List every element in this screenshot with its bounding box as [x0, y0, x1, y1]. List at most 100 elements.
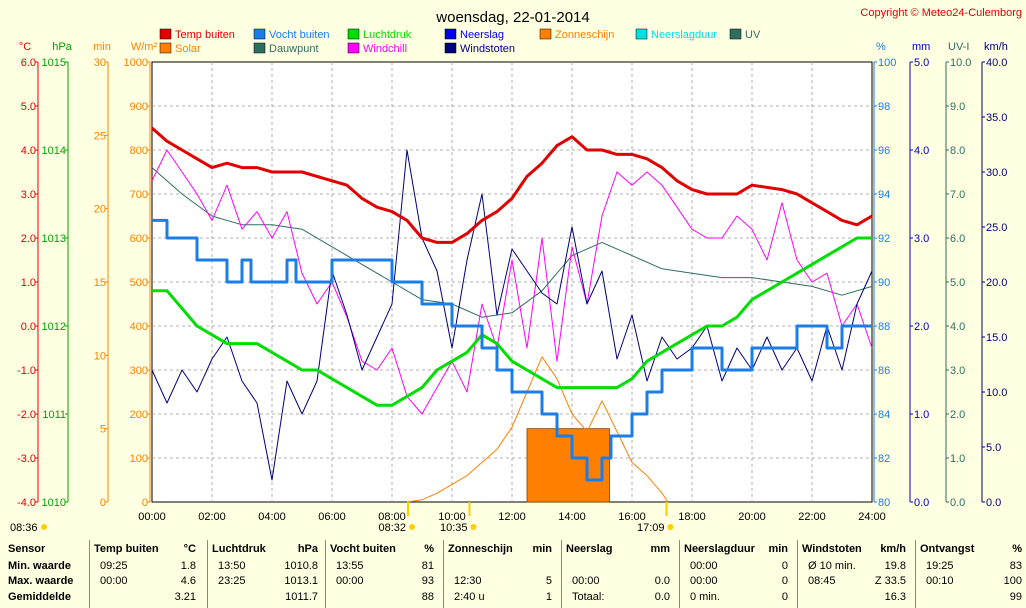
tick-label: 10	[94, 350, 106, 362]
tick-label: 1.0	[21, 277, 36, 289]
table-cell-time: Totaal:	[572, 591, 605, 603]
sun-icon	[409, 524, 415, 530]
tick-label: 10.0	[950, 57, 971, 69]
tick-label: 0.0	[914, 497, 929, 509]
table-cell-value: 81	[421, 560, 434, 572]
solar-noon-time: 10:35	[440, 522, 468, 534]
tick-label: 400	[130, 321, 148, 333]
tick-label: 800	[130, 145, 148, 157]
table-header: Sensor	[8, 543, 46, 555]
tick-label: 88	[878, 321, 890, 333]
tick-label: 5	[100, 424, 106, 436]
table-cell-value: 83	[1009, 560, 1022, 572]
series-solar-line	[406, 356, 669, 503]
tick-label: 4.0	[21, 145, 36, 157]
tick-label: 6.0	[950, 233, 965, 245]
legend-label: Luchtdruk	[363, 29, 412, 41]
table-row-label: Min. waarde	[8, 560, 71, 572]
table-header-unit: mm	[650, 543, 670, 555]
series-luchtdruk-line	[152, 236, 872, 407]
legend-swatch	[159, 28, 172, 40]
tick-label: 35.0	[986, 112, 1007, 124]
table-cell-time: 0 min.	[690, 591, 720, 603]
table-divider	[797, 540, 798, 608]
tick-label: 2.0	[914, 321, 929, 333]
tick-label: 1000	[124, 57, 148, 69]
sun-icon	[667, 524, 674, 530]
tick-label: -1.0	[17, 365, 36, 377]
legend-label: Zonneschijn	[555, 29, 614, 41]
tick-label: 40.0	[986, 57, 1007, 69]
tick-label: 200	[130, 409, 148, 421]
table-divider	[915, 540, 916, 608]
x-tick-label: 00:00	[138, 511, 166, 523]
tick-label: 84	[878, 409, 890, 421]
table-cell-time: 00:10	[926, 575, 954, 587]
tick-label: 3.0	[21, 189, 36, 201]
table-header-unit: km/h	[880, 543, 906, 555]
tick-label: 82	[878, 453, 890, 465]
table-cell-value: 0.0	[654, 575, 670, 587]
table-divider	[561, 540, 562, 608]
tick-label: 5.0	[914, 57, 929, 69]
table-header-unit: min	[532, 543, 552, 555]
tick-label: 94	[878, 189, 890, 201]
axis-unit: °C	[19, 41, 31, 53]
tick-label: 1015	[42, 57, 66, 69]
table-cell-value: 88	[421, 591, 434, 603]
tick-label: 1010	[42, 497, 66, 509]
tick-label: 3.0	[950, 365, 965, 377]
series-windchill-line	[151, 149, 873, 415]
axis-unit: min	[93, 41, 111, 53]
legend-label: Temp buiten	[175, 29, 235, 41]
x-tick-label: 02:00	[198, 511, 226, 523]
tick-label: 15.0	[986, 332, 1007, 344]
tick-label: 600	[130, 233, 148, 245]
legend-label: Neerslagduur	[651, 29, 717, 41]
table-divider	[207, 540, 208, 608]
series-temp-line	[151, 126, 873, 244]
legend-swatch	[159, 42, 172, 54]
tick-label: 100	[130, 453, 148, 465]
table-header: Neerslagduur	[684, 543, 755, 555]
tick-label: 300	[130, 365, 148, 377]
table-cell-time: 13:50	[218, 560, 246, 572]
x-tick-label: 06:00	[318, 511, 346, 523]
legend-swatch	[539, 28, 552, 40]
tick-label: -2.0	[17, 409, 36, 421]
table-cell-value: 3.21	[174, 591, 196, 603]
tick-label: 15	[94, 277, 106, 289]
table-cell-time: 00:00	[572, 575, 600, 587]
legend-label: Neerslag	[460, 29, 504, 41]
legend-label: Windstoten	[460, 43, 515, 55]
sun-icon	[470, 524, 477, 530]
x-tick-label: 20:00	[738, 511, 766, 523]
axis-unit: km/h	[984, 41, 1008, 53]
table-cell-value: 93	[421, 575, 434, 587]
legend-swatch	[253, 28, 266, 40]
tick-label: 25	[94, 130, 106, 142]
tick-label: -3.0	[17, 453, 36, 465]
tick-label: 4.0	[914, 145, 929, 157]
legend-swatch	[444, 42, 457, 54]
axis-unit: W/m²	[131, 41, 158, 53]
tick-label: 20.0	[986, 277, 1007, 289]
tick-label: 1.0	[950, 453, 965, 465]
x-tick-label: 14:00	[558, 511, 586, 523]
stats-table: Sensor Temp buiten °C Luchtdruk hPa Vocht bui…	[0, 540, 1026, 608]
table-cell-time: 19:25	[926, 560, 954, 572]
tick-label: -4.0	[17, 497, 36, 509]
tick-label: 0.0	[986, 497, 1001, 509]
tick-label: 90	[878, 277, 890, 289]
table-cell-value: 0	[781, 591, 788, 603]
tick-label: 25.0	[986, 222, 1007, 234]
tick-label: 8.0	[950, 145, 965, 157]
axis-unit: UV-I	[948, 41, 969, 53]
table-cell-value: 0.0	[654, 591, 670, 603]
table-cell-time: 12:30	[454, 575, 482, 587]
table-cell-value: 0	[781, 560, 788, 572]
tick-label: 80	[878, 497, 890, 509]
table-header: Neerslag	[566, 543, 613, 555]
table-cell-value: 1011.7	[285, 591, 318, 603]
tick-label: 92	[878, 233, 890, 245]
